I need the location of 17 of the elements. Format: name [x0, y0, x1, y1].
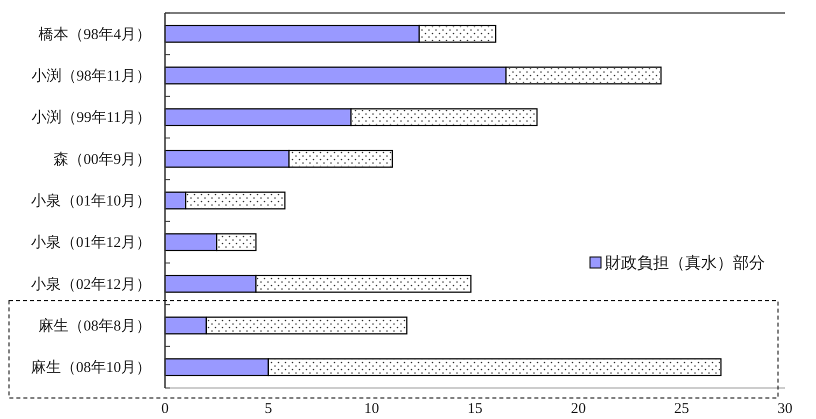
- y-tick-label: 麻生（08年8月）: [38, 318, 151, 334]
- x-tick-label: 5: [264, 401, 272, 417]
- x-tick-label: 15: [468, 401, 482, 417]
- y-tick-label: 小泉（01年10月）: [31, 192, 151, 210]
- x-tick-label: 0: [161, 401, 169, 417]
- x-tick-label: 10: [364, 401, 380, 417]
- y-tick-label: 小渕（98年11月）: [32, 68, 151, 84]
- y-tick-label: 小泉（02年12月）: [31, 276, 151, 293]
- y-tick-label: 橋本（98年4月）: [38, 26, 151, 43]
- y-tick-label: 森（00年9月）: [54, 150, 151, 168]
- legend-label: 財政負担（真水）部分: [605, 254, 765, 272]
- y-tick-label: 小泉（01年12月）: [31, 234, 151, 252]
- x-tick-label: 30: [778, 401, 792, 417]
- y-tick-label: 麻生（08年10月）: [31, 359, 151, 376]
- x-tick-label: 25: [674, 401, 690, 417]
- x-tick-label: 20: [570, 401, 586, 417]
- y-tick-label: 小渕（99年11月）: [32, 109, 151, 126]
